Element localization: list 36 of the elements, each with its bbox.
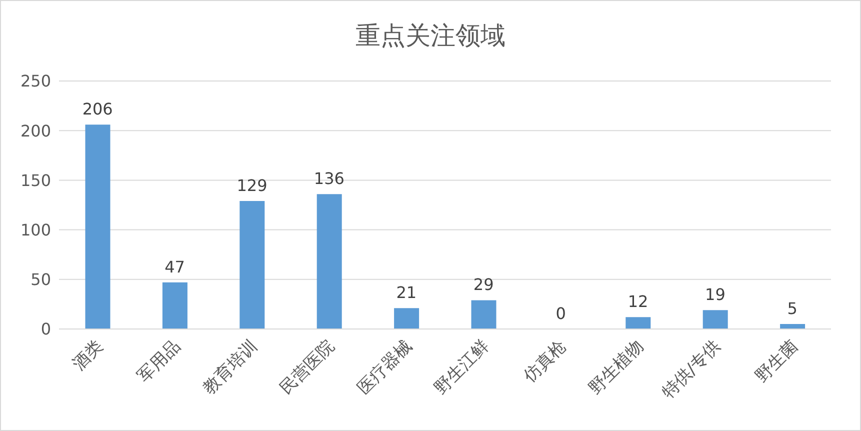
x-tick-label: 野生江鲜 [430, 336, 494, 399]
x-tick-label: 军用品 [134, 336, 184, 387]
data-label: 19 [705, 285, 726, 304]
data-label: 0 [556, 304, 566, 323]
y-tick-label: 50 [30, 270, 51, 290]
data-label: 136 [314, 169, 344, 188]
data-label: 5 [787, 299, 798, 318]
y-tick-label: 0 [40, 320, 51, 339]
x-tick-label: 医疗器械 [354, 336, 416, 399]
data-label: 21 [396, 283, 417, 302]
bar [240, 201, 265, 329]
bar [85, 124, 110, 329]
x-tick-label: 酒类 [68, 336, 108, 375]
data-label: 12 [628, 292, 648, 312]
x-tick-label: 教育培训 [199, 336, 262, 399]
y-tick-label: 100 [20, 220, 51, 240]
x-tick-label: 仿真枪 [519, 336, 570, 388]
x-tick-label: 野生植物 [585, 336, 648, 399]
data-label: 129 [236, 176, 268, 196]
data-label: 47 [164, 257, 185, 276]
x-tick-label: 特供/专供 [658, 336, 725, 403]
data-label: 206 [82, 100, 113, 119]
data-label: 29 [473, 275, 494, 294]
chart-title: 重点关注领域 [354, 20, 506, 52]
y-tick-label: 200 [20, 121, 51, 140]
bar [780, 324, 806, 329]
x-tick-label: 野生菌 [752, 336, 802, 387]
bar [316, 194, 342, 329]
bar [471, 300, 496, 329]
bar [702, 310, 728, 329]
y-tick-label: 250 [20, 72, 51, 91]
y-tick-label: 150 [20, 170, 51, 190]
bar [394, 308, 420, 329]
bar [162, 282, 188, 329]
x-tick-label: 民营医院 [276, 336, 339, 399]
bar [626, 317, 651, 329]
